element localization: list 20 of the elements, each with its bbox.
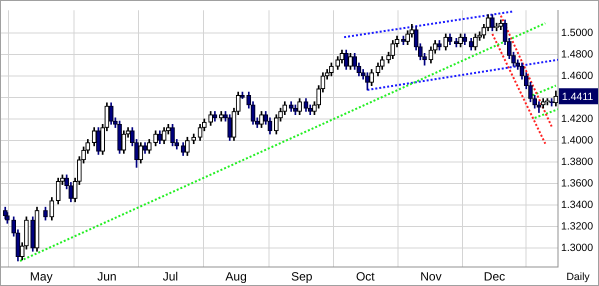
y-tick-label: 1.3400 (561, 198, 594, 211)
y-tick-label: 1.4800 (561, 48, 594, 60)
x-tick-label: Sep (291, 270, 313, 284)
text: Daily (566, 270, 590, 283)
y-tick-label: 1.3200 (561, 220, 594, 232)
x-tick-label: Jun (97, 270, 117, 284)
y-tick-label: 1.3800 (561, 156, 594, 168)
x-tick-label: Dec (484, 270, 506, 284)
x-tick-label: Oct (356, 270, 376, 284)
y-tick-label: 1.4200 (561, 112, 594, 125)
y-tick-label: 1.3000 (561, 242, 594, 254)
x-tick-label: Nov (420, 270, 442, 284)
x-tick-label: Aug (225, 270, 247, 284)
annotation: 1.4411 (562, 91, 594, 104)
y-tick-label: 1.4600 (561, 70, 594, 82)
y-tick-label: 1.3600 (561, 177, 594, 190)
y-tick-label: 1.4000 (561, 134, 594, 146)
y-tick-label: 1.5000 (561, 26, 594, 39)
x-tick-label: May (30, 270, 53, 284)
x-tick-label: Jul (162, 270, 178, 284)
